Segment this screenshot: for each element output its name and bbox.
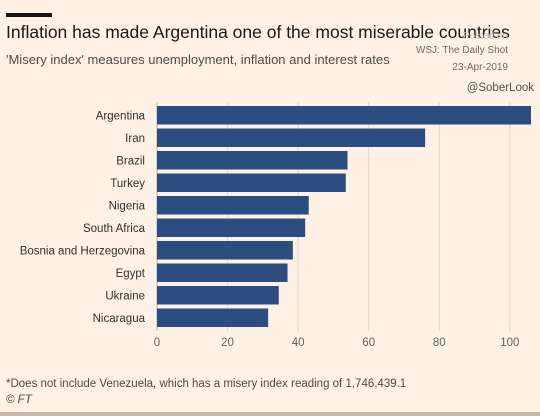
category-label: Egypt (116, 268, 146, 280)
bar-layer (157, 106, 531, 327)
chart-title: Inflation has made Argentina one of the … (6, 22, 510, 42)
bar-argentina (157, 106, 531, 125)
category-label: Ukraine (105, 290, 145, 302)
x-tick-label: 40 (292, 337, 305, 349)
category-label: South Africa (83, 223, 146, 235)
category-label: Turkey (110, 178, 145, 190)
bar-nicaragua (157, 308, 269, 327)
x-tick-label: 80 (433, 337, 446, 349)
tick-label-layer: 0 20 40 60 80 100 (154, 337, 520, 349)
watermark-posted: Posted on (462, 31, 508, 42)
bar-chart: Argentina Iran Brazil Turkey Nigeria South Af… (20, 102, 531, 349)
x-tick-label: 0 (154, 337, 160, 349)
x-tick-label: 60 (362, 337, 375, 349)
bar-turkey (157, 173, 346, 192)
bar-brazil (157, 151, 348, 170)
watermark-source: WSJ: The Daily Shot (415, 45, 508, 56)
chart-subtitle: 'Misery index' measures unemployment, in… (6, 52, 390, 67)
category-label: Nicaragua (93, 313, 146, 325)
bar-nigeria (157, 196, 309, 215)
category-label: Argentina (96, 110, 146, 122)
source-credit: © FT (6, 394, 32, 406)
top-rule (6, 13, 52, 17)
bar-egypt (157, 263, 288, 282)
category-label-layer: Argentina Iran Brazil Turkey Nigeria South Af… (20, 110, 146, 325)
watermark-handle: @SoberLook (466, 82, 534, 94)
bar-south-africa (157, 218, 306, 237)
bar-bosnia-and-herzegovina (157, 241, 293, 260)
category-label: Bosnia and Herzegovina (20, 245, 146, 257)
footnote: *Does not include Venezuela, which has a… (6, 378, 407, 390)
category-label: Brazil (116, 155, 145, 167)
category-label: Nigeria (109, 200, 146, 212)
bar-iran (157, 128, 426, 147)
x-tick-label: 20 (221, 337, 234, 349)
watermark-date: 23-Apr-2019 (452, 62, 508, 73)
bar-ukraine (157, 286, 279, 305)
x-tick-label: 100 (500, 337, 519, 349)
category-label: Iran (125, 133, 145, 145)
bottom-rule (0, 412, 540, 416)
